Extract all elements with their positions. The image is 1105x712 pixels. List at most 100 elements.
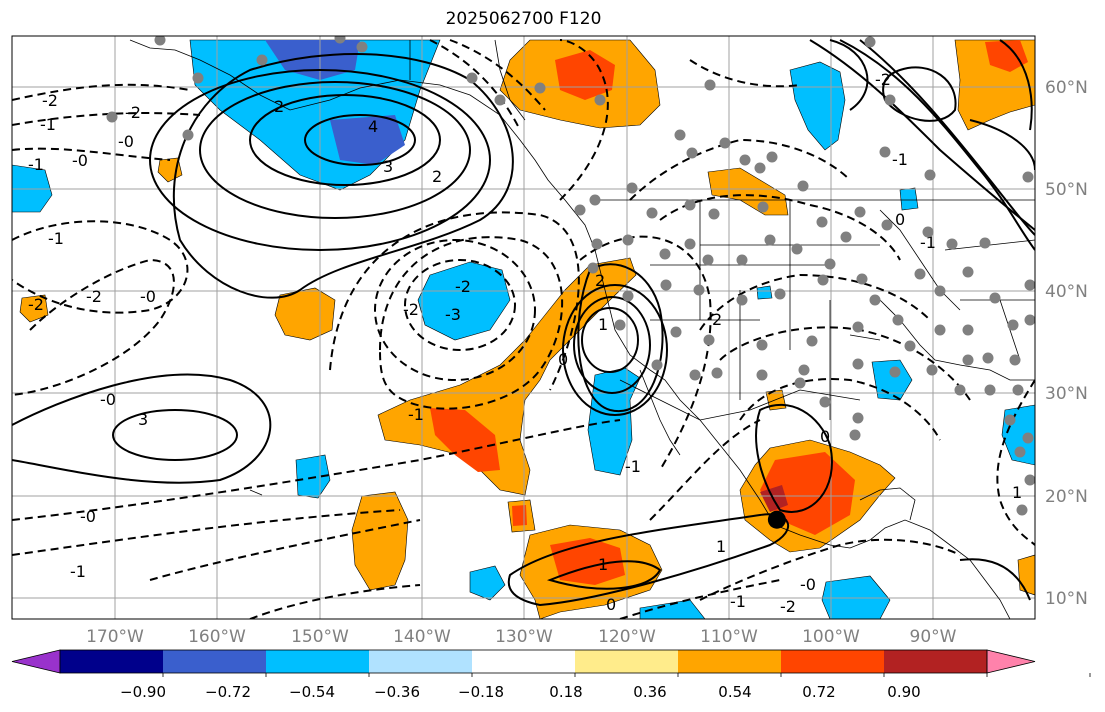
colorbar-tick-label: 0.54 — [718, 683, 751, 701]
contour-label: -2 — [28, 295, 44, 314]
station-dot — [774, 288, 786, 300]
lon-label-90w: 90°W — [910, 627, 957, 647]
contour-label: -2 — [42, 91, 58, 110]
station-dot — [614, 319, 626, 331]
contour-label: -1 — [730, 592, 746, 611]
contour-label: -2 — [86, 287, 102, 306]
station-dot — [574, 204, 586, 216]
station-dot — [686, 147, 698, 159]
lon-label-150w: 150°W — [291, 627, 349, 647]
map-title: 2025062700 F120 — [445, 9, 602, 29]
station-dot — [881, 219, 893, 231]
station-dot — [914, 268, 926, 280]
station-dot — [1012, 384, 1024, 396]
colorbar-swatch — [369, 650, 473, 673]
station-dot — [356, 41, 368, 53]
station-dot — [1024, 474, 1035, 486]
contour-label: 1 — [598, 315, 608, 334]
station-dot — [703, 334, 715, 346]
contour-label: 2 — [595, 271, 605, 290]
contour-label: 0 — [558, 350, 568, 369]
contour-label: -1 — [40, 115, 56, 134]
contour-label: 2 — [432, 167, 442, 186]
contour-label: -1 — [28, 155, 44, 174]
station-dot — [852, 321, 864, 333]
colorbar-swatch — [678, 650, 782, 673]
station-dot — [711, 367, 723, 379]
station-dot — [840, 231, 852, 243]
graticule — [12, 36, 1035, 619]
colorbar-tick-label: 0.72 — [802, 683, 835, 701]
station-dot — [594, 94, 606, 106]
highlight-marker — [767, 510, 786, 529]
lat-label-20n: 20°N — [1045, 487, 1088, 507]
station-dot — [704, 79, 716, 91]
station-dot — [256, 54, 268, 66]
station-dot — [646, 207, 658, 219]
station-dot — [856, 273, 868, 285]
colorbar-swatch — [60, 650, 164, 673]
lon-label-170w: 170°W — [86, 627, 144, 647]
station-dot — [1024, 279, 1035, 291]
station-dot — [904, 340, 916, 352]
station-dot — [979, 237, 991, 249]
station-dot — [766, 151, 778, 163]
colorbar-swatch — [781, 650, 885, 673]
contour-label: -0 — [80, 507, 96, 526]
contour-label: -0 — [800, 575, 816, 594]
contour-label: -1 — [48, 229, 64, 248]
lat-label-50n: 50°N — [1045, 180, 1088, 200]
station-dot — [852, 358, 864, 370]
station-dot — [1024, 314, 1035, 326]
station-dot — [494, 94, 506, 106]
station-dot — [954, 384, 966, 396]
lon-labels: 170°W 160°W 150°W 140°W 130°W 120°W 110°… — [86, 627, 957, 647]
station-dot — [1016, 504, 1028, 516]
station-dot — [816, 216, 828, 228]
contour-label: -1 — [70, 562, 86, 581]
station-dot — [869, 294, 881, 306]
station-dot — [989, 292, 1001, 304]
station-dot — [1014, 446, 1026, 458]
station-dot — [791, 243, 803, 255]
contour-label: 2 — [274, 97, 284, 116]
station-dot — [334, 36, 346, 44]
lat-label-30n: 30°N — [1045, 384, 1088, 404]
contour-label: -1 — [920, 233, 936, 252]
colorbar-tick-label: −0.72 — [205, 683, 251, 701]
contour-label: 4 — [368, 117, 378, 136]
contour-label: 3 — [138, 410, 148, 429]
colorbar-tick-label: −0.54 — [289, 683, 335, 701]
station-dot — [764, 234, 776, 246]
station-dot — [756, 369, 768, 381]
station-dot — [817, 274, 829, 286]
station-dot — [798, 364, 810, 376]
colorbar-swatch — [266, 650, 370, 673]
station-dot — [702, 254, 714, 266]
lat-label-10n: 10°N — [1045, 589, 1088, 609]
lat-labels: 60°N 50°N 40°N 30°N 20°N 10°N — [1045, 78, 1088, 609]
coastlines — [129, 39, 1035, 619]
colorbar-extend-max — [986, 649, 1036, 674]
colorbar-swatch — [884, 650, 988, 673]
colorbar-tick-label: 0.18 — [549, 683, 582, 701]
colorbar-tick-label: 0.36 — [633, 683, 666, 701]
station-dot — [1004, 414, 1016, 426]
station-dot — [982, 352, 994, 364]
station-dot — [922, 226, 934, 238]
lat-label-60n: 60°N — [1045, 78, 1088, 98]
lon-label-110w: 110°W — [700, 627, 758, 647]
station-dot — [106, 111, 118, 123]
station-dot — [466, 72, 478, 84]
station-dot — [852, 412, 864, 424]
station-dot — [693, 284, 705, 296]
station-dot — [797, 180, 809, 192]
station-dot — [946, 238, 958, 250]
colorbar-swatch — [575, 650, 679, 673]
station-dot — [739, 154, 751, 166]
contour-label: 0 — [606, 595, 616, 614]
station-dot — [864, 36, 876, 48]
station-dot — [192, 72, 204, 84]
colorbar — [11, 649, 1091, 677]
